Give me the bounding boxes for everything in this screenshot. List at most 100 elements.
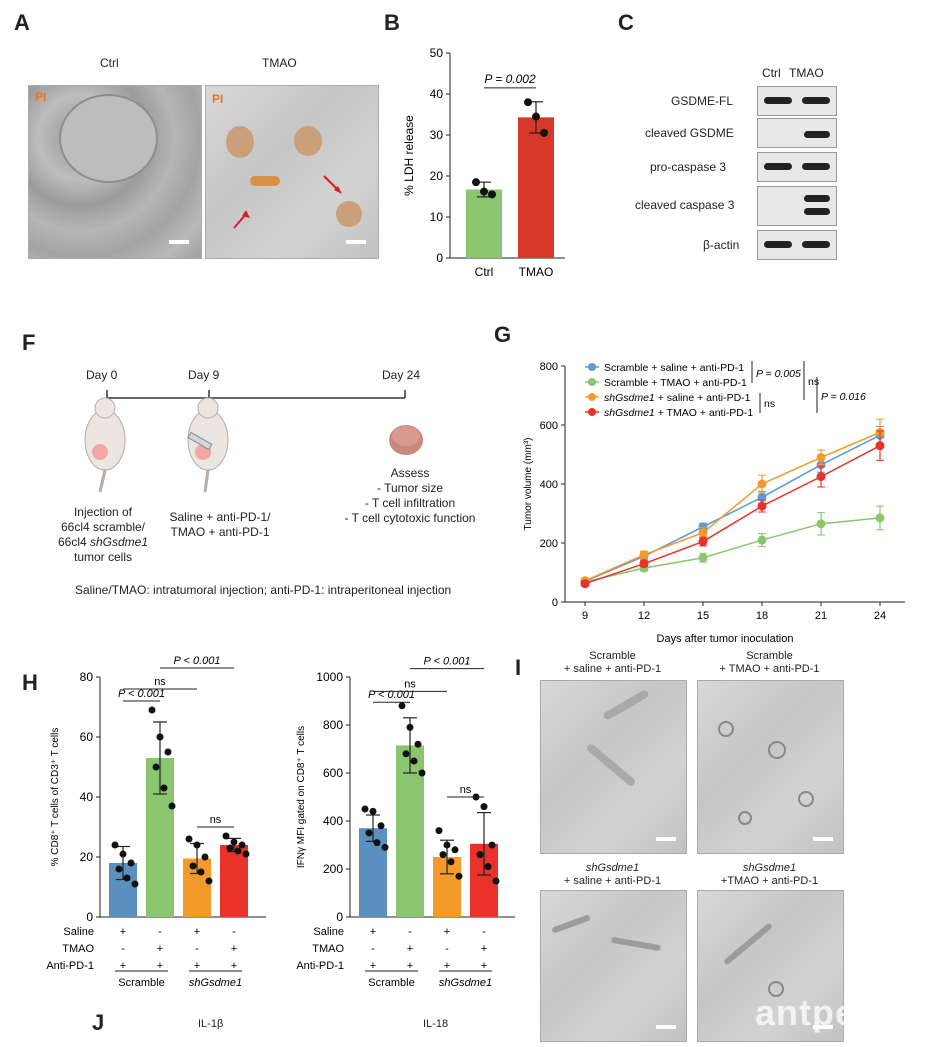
data-point (381, 843, 389, 851)
pi-stained-cell (294, 126, 322, 156)
route-footnote: Saline/TMAO: intratumoral injection; ant… (75, 583, 452, 597)
data-point (230, 838, 238, 846)
row-label: Saline (313, 926, 344, 938)
panel-label-h: H (22, 670, 38, 695)
data-point (242, 850, 250, 858)
data-point (480, 803, 488, 811)
data-point (226, 844, 234, 852)
scale-bar (169, 240, 189, 244)
data-point (875, 513, 885, 523)
bar (466, 189, 502, 258)
p-value: P < 0.001 (174, 655, 221, 667)
data-point (164, 748, 172, 756)
data-point (131, 880, 139, 888)
series-line (584, 431, 881, 582)
data-point (639, 550, 649, 560)
blot-pro-caspase3 (757, 152, 837, 182)
data-point (476, 851, 484, 859)
legend-marker (588, 408, 596, 416)
caption-i3: shGsdme1 + saline + anti-PD-1 (563, 862, 662, 887)
day-label: Day 0 (86, 368, 118, 382)
y-tick-label: 0 (552, 597, 558, 609)
data-point (698, 528, 708, 538)
y-tick-label: 200 (323, 862, 343, 876)
pi-label: PI (212, 92, 224, 106)
sign: + (194, 926, 200, 938)
sign: + (444, 960, 450, 972)
data-point (119, 850, 127, 858)
x-tick-label: 24 (874, 610, 886, 622)
data-point (639, 559, 649, 569)
row-label: TMAO (62, 943, 94, 955)
sign: + (231, 943, 237, 955)
data-point (439, 851, 447, 859)
blot-cleaved-gsdme (757, 118, 837, 148)
micrograph-i3 (540, 890, 687, 1042)
data-point (160, 784, 168, 792)
y-tick-label: 20 (430, 169, 444, 183)
data-point (410, 757, 418, 765)
y-tick-label: 0 (436, 251, 443, 265)
step2-text: Saline + anti-PD-1/ TMAO + anti-PD-1 (169, 510, 271, 539)
scale-bar (346, 240, 366, 244)
data-point (757, 501, 767, 511)
sign: + (407, 943, 413, 955)
sign: + (157, 943, 163, 955)
sign: - (445, 943, 449, 955)
data-point (127, 859, 135, 867)
data-point (816, 472, 826, 482)
mouse-icon (84, 397, 126, 493)
panel-label-g: G (494, 322, 512, 347)
micrograph-i2 (697, 680, 844, 854)
data-point (757, 535, 767, 545)
p-value: ns (404, 678, 416, 690)
data-point (185, 835, 193, 843)
data-point (757, 479, 767, 489)
panel-label-a: A (14, 10, 30, 35)
data-point (480, 187, 488, 196)
data-point (398, 702, 406, 710)
y-axis-label: % CD8⁺ T cells of CD3⁺ T cells (50, 728, 61, 867)
y-tick-label: 200 (540, 538, 558, 550)
panel-j-sub1: IL-1β (198, 1018, 224, 1030)
data-point (443, 841, 451, 849)
data-point (532, 112, 540, 121)
data-point (488, 190, 496, 199)
pi-stained-cell (226, 126, 254, 158)
sign: - (195, 943, 199, 955)
pi-label: PI (35, 90, 47, 104)
legend-entry: shGsdme1 + saline + anti-PD-1 (604, 392, 751, 404)
data-point (875, 441, 885, 451)
sign: + (444, 926, 450, 938)
data-point (234, 847, 242, 855)
x-tick-label: 18 (756, 610, 768, 622)
data-point (152, 763, 160, 771)
row-label: Saline (63, 926, 94, 938)
watermark: antpedia (755, 992, 912, 1033)
legend-entry: shGsdme1 + TMAO + anti-PD-1 (604, 407, 753, 419)
x-tick-label: Ctrl (475, 265, 494, 279)
sign: + (231, 960, 237, 972)
data-point (455, 872, 463, 880)
caption-i2: Scramble + TMAO + anti-PD-1 (719, 650, 820, 675)
sign: - (482, 926, 486, 938)
p-value: P = 0.002 (484, 72, 536, 86)
micrograph-i1 (540, 680, 687, 854)
x-tick-label: 21 (815, 610, 827, 622)
lane-label-ctrl: Ctrl (762, 66, 781, 80)
blot-beta-actin (757, 230, 837, 260)
sign: + (370, 960, 376, 972)
data-point (698, 553, 708, 563)
day-label: Day 24 (382, 368, 421, 382)
y-tick-label: 400 (323, 814, 343, 828)
y-tick-label: 10 (430, 210, 444, 224)
blot-label: pro-caspase 3 (650, 160, 727, 174)
data-point (197, 868, 205, 876)
blot-label: β-actin (703, 238, 740, 252)
group-label: Scramble (118, 977, 164, 989)
blot-label: cleaved caspase 3 (635, 198, 735, 212)
panel-label-f: F (22, 330, 36, 355)
timeline (84, 390, 423, 493)
data-point (816, 519, 826, 529)
legend-marker (588, 378, 596, 386)
